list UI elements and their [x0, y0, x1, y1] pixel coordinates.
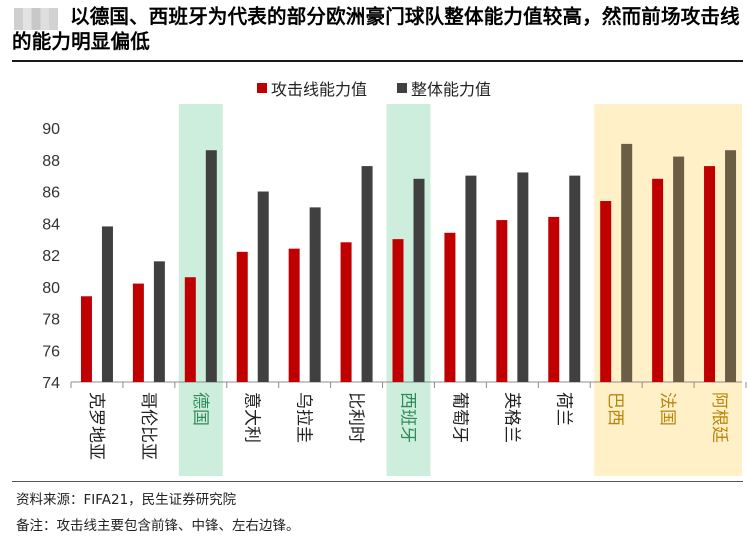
y-tick-label: 78: [42, 312, 60, 329]
x-category-label: 荷兰: [553, 392, 573, 426]
bar-overall-9: [569, 175, 581, 382]
x-category-label: 克罗地亚: [86, 392, 106, 460]
legend-swatch-1: [397, 83, 407, 93]
x-category-label: 意大利: [242, 392, 262, 443]
page-title: 以德国、西班牙为代表的部分欧洲豪门球队整体能力值较高，然而前场攻击线的能力明显偏…: [12, 5, 740, 53]
y-tick-label: 90: [42, 121, 60, 138]
bar-attack-5: [340, 242, 352, 382]
bar-attack-9: [548, 216, 560, 382]
x-category-label: 阿根廷: [709, 392, 729, 443]
bar-overall-1: [153, 261, 165, 382]
x-category-label: 葡萄牙: [449, 392, 469, 443]
footer-divider: [12, 481, 743, 482]
x-category-label: 法国: [657, 392, 677, 426]
bar-overall-5: [361, 166, 373, 382]
bar-overall-11: [673, 156, 685, 382]
legend: 攻击线能力值 整体能力值: [257, 80, 491, 99]
bar-attack-12: [704, 166, 716, 382]
bar-attack-6: [392, 239, 404, 382]
bar-attack-10: [600, 201, 612, 382]
y-tick-label: 74: [42, 375, 60, 392]
x-category-label: 比利时: [346, 392, 366, 443]
bar-attack-1: [132, 283, 144, 382]
x-category-label: 德国: [190, 392, 210, 426]
x-category-label: 乌拉圭: [294, 392, 314, 443]
bar-attack-3: [236, 251, 248, 382]
legend-label-0: 攻击线能力值: [271, 80, 367, 99]
bar-attack-4: [288, 248, 300, 382]
x-category-label: 哥伦比亚: [138, 392, 158, 460]
x-axis-labels: 克罗地亚 哥伦比亚 德国 意大利 乌拉圭 比利时 西班牙 葡萄牙 英格兰 荷兰 巴西 法国 阿根廷: [86, 392, 729, 460]
bars: [80, 143, 737, 382]
title-divider: [12, 60, 743, 62]
bar-attack-11: [652, 178, 664, 382]
title-logo-icon: [14, 8, 58, 30]
bar-attack-0: [80, 296, 92, 382]
bar-overall-12: [725, 150, 737, 382]
legend-swatch-0: [257, 83, 267, 93]
source-note: 资料来源：FIFA21，民生证券研究院: [16, 492, 237, 508]
bar-overall-7: [465, 175, 477, 382]
highlight-bands: [178, 104, 742, 476]
x-category-label: 英格兰: [501, 392, 521, 443]
y-tick-label: 80: [42, 280, 60, 297]
bar-overall-8: [517, 172, 529, 382]
bar-overall-0: [101, 226, 113, 382]
bar-attack-8: [496, 220, 508, 382]
bar-overall-3: [257, 191, 269, 382]
title-block: 以德国、西班牙为代表的部分欧洲豪门球队整体能力值较高，然而前场攻击线的能力明显偏…: [12, 4, 742, 54]
y-tick-label: 84: [42, 216, 60, 233]
legend-label-1: 整体能力值: [411, 80, 491, 99]
bar-overall-4: [309, 207, 321, 382]
y-tick-label: 82: [42, 248, 60, 265]
y-tick-label: 88: [42, 153, 60, 170]
y-tick-label: 76: [42, 343, 60, 360]
bar-attack-7: [444, 232, 456, 382]
bar-overall-10: [621, 143, 633, 382]
bar-attack-2: [184, 277, 196, 382]
x-category-label: 西班牙: [398, 392, 418, 443]
highlight-band-yellow: [594, 104, 742, 476]
y-tick-label: 86: [42, 185, 60, 202]
bar-overall-6: [413, 178, 425, 382]
x-category-label: 巴西: [605, 392, 625, 426]
remark-note: 备注：攻击线主要包含前锋、中锋、左右边锋。: [16, 518, 300, 534]
bar-overall-2: [205, 150, 217, 382]
